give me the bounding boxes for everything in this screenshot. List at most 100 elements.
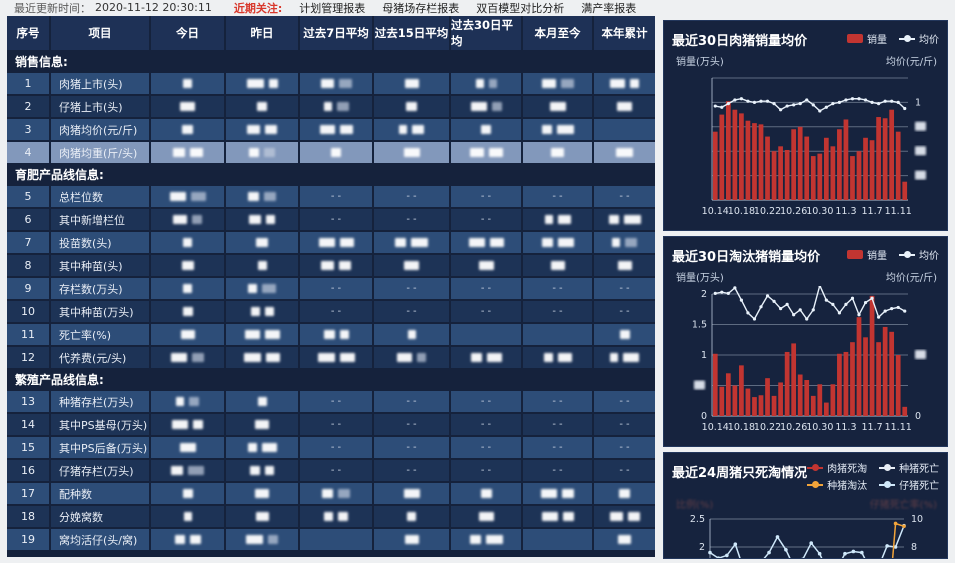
- value-cell: [523, 324, 592, 345]
- value-cell: [374, 96, 449, 117]
- redacted-value: [256, 238, 268, 247]
- table-row-12[interactable]: 12 代养费(元/头): [7, 347, 655, 368]
- legend-item-仔猪死亡[interactable]: 仔猪死亡: [879, 477, 939, 492]
- redacted-value: [265, 125, 277, 134]
- y-axis-label-left: 销量(万头): [676, 57, 724, 68]
- value-cell: --: [523, 437, 592, 458]
- table-row-15[interactable]: 15 其中PS后备(万头) -- -- -- -- --: [7, 437, 655, 458]
- redacted-value: [257, 102, 267, 111]
- value-cell: --: [300, 186, 372, 207]
- redacted-value: [172, 420, 188, 429]
- value-cell: --: [374, 460, 449, 481]
- redacted-value: [324, 512, 333, 521]
- redacted-value: [255, 489, 269, 498]
- row-label: 总栏位数: [51, 186, 149, 207]
- legend-item-销量[interactable]: 销量: [847, 31, 887, 46]
- redacted-value: [189, 397, 199, 406]
- redacted-value: [248, 284, 257, 293]
- x-tick-label: 11.3: [835, 206, 856, 217]
- table-row-1[interactable]: 1 肉猪上市(头): [7, 73, 655, 94]
- redacted-value: [268, 79, 278, 88]
- legend-item-种猪死亡[interactable]: 种猪死亡: [879, 460, 939, 475]
- row-label: 种猪存栏(万头): [51, 391, 149, 412]
- row-number: 13: [7, 391, 49, 412]
- redacted-value: [323, 102, 332, 111]
- value-cell: [226, 232, 298, 253]
- row-number: 14: [7, 414, 49, 435]
- nav-link-3[interactable]: 满产率报表: [581, 1, 637, 15]
- table-row-10[interactable]: 10 其中种苗(万头) -- -- -- -- --: [7, 301, 655, 322]
- table-row-13[interactable]: 13 种猪存栏(万头) -- -- -- -- --: [7, 391, 655, 412]
- value-cell: [151, 460, 224, 481]
- value-cell: [374, 119, 449, 140]
- value-cell: [151, 96, 224, 117]
- value-cell: [451, 324, 521, 345]
- series-line-种猪淘汰: [891, 522, 905, 558]
- value-cell: --: [300, 391, 372, 412]
- nav-link-1[interactable]: 母猪场存栏报表: [382, 1, 460, 15]
- table-row-6[interactable]: 6 其中新增栏位 -- -- --: [7, 209, 655, 230]
- value-cell: [594, 142, 655, 163]
- nav-link-2[interactable]: 双百模型对比分析: [476, 1, 565, 15]
- redacted-value: [182, 125, 193, 134]
- redacted-value: [468, 238, 485, 247]
- avg-price-line: [715, 286, 906, 321]
- table-row-8[interactable]: 8 其中种苗(头): [7, 255, 655, 276]
- col-header-3: 昨日: [226, 16, 298, 50]
- value-cell: --: [300, 437, 372, 458]
- dashboard-body: 序号 项目 今日 昨日 过去7日平均 过去15日平均 过去30日平均 本月至今 本年累计 销售信息…: [0, 16, 955, 559]
- x-tick-label: 10.30: [806, 206, 833, 217]
- bar-16: [817, 153, 823, 200]
- redacted-value: [488, 148, 503, 157]
- value-cell: --: [594, 391, 655, 412]
- avg-price-line: [715, 98, 906, 112]
- x-tick-label: 10.30: [806, 422, 833, 433]
- redacted-value: [562, 512, 574, 521]
- legend-line-swatch: [807, 481, 824, 488]
- x-tick-label: 10.22: [754, 422, 781, 433]
- table-row-9[interactable]: 9 存栏数(万头) -- -- -- -- --: [7, 278, 655, 299]
- redacted-value: [470, 102, 487, 111]
- redacted-value: [339, 353, 355, 362]
- redacted-value: [257, 261, 267, 270]
- redacted-value: [481, 125, 491, 134]
- value-cell: [594, 73, 655, 94]
- table-row-2[interactable]: 2 仔猪上市(头): [7, 96, 655, 117]
- legend-item-种猪淘汰[interactable]: 种猪淘汰: [807, 477, 867, 492]
- no-data-dash: --: [330, 419, 345, 430]
- table-row-18[interactable]: 18 分娩窝数: [7, 506, 655, 527]
- value-cell: [226, 255, 298, 276]
- bar-0: [712, 353, 718, 416]
- redacted-value: [339, 330, 349, 339]
- value-cell: [594, 483, 655, 504]
- table-row-4[interactable]: 4 肉猪均重(斤/头): [7, 142, 655, 163]
- legend-item-均价[interactable]: 均价: [899, 247, 939, 262]
- table-row-17[interactable]: 17 配种数: [7, 483, 655, 504]
- redacted-value: [171, 353, 187, 362]
- table-row-19[interactable]: 19 窝均活仔(头/窝): [7, 529, 655, 550]
- table-row-5[interactable]: 5 总栏位数 -- -- -- -- --: [7, 186, 655, 207]
- row-number: 9: [7, 278, 49, 299]
- no-data-dash: --: [619, 191, 633, 202]
- bar-0: [712, 131, 718, 200]
- table-row-3[interactable]: 3 肉猪均价(元/斤): [7, 119, 655, 140]
- value-cell: [226, 437, 298, 458]
- legend-item-肉猪死淘[interactable]: 肉猪死淘: [807, 460, 867, 475]
- redacted-value: [541, 238, 553, 247]
- legend-item-销量[interactable]: 销量: [847, 247, 887, 262]
- row-number: 3: [7, 119, 49, 140]
- table-row-16[interactable]: 16 仔猪存栏(万头) -- -- -- -- --: [7, 460, 655, 481]
- table-row-7[interactable]: 7 投苗数(头): [7, 232, 655, 253]
- redacted-value: [407, 512, 416, 521]
- redacted-value: [623, 215, 641, 224]
- redacted-value: [266, 215, 275, 224]
- table-row-14[interactable]: 14 其中PS基母(万头) -- -- -- -- --: [7, 414, 655, 435]
- redacted-value: [556, 125, 574, 134]
- nav-link-0[interactable]: 计划管理报表: [299, 1, 366, 15]
- redacted-value: [616, 148, 633, 157]
- no-data-dash: --: [552, 396, 566, 407]
- table-row-11[interactable]: 11 死亡率(%): [7, 324, 655, 345]
- legend-item-均价[interactable]: 均价: [899, 31, 939, 46]
- row-label: 死亡率(%): [51, 324, 149, 345]
- value-cell: --: [594, 414, 655, 435]
